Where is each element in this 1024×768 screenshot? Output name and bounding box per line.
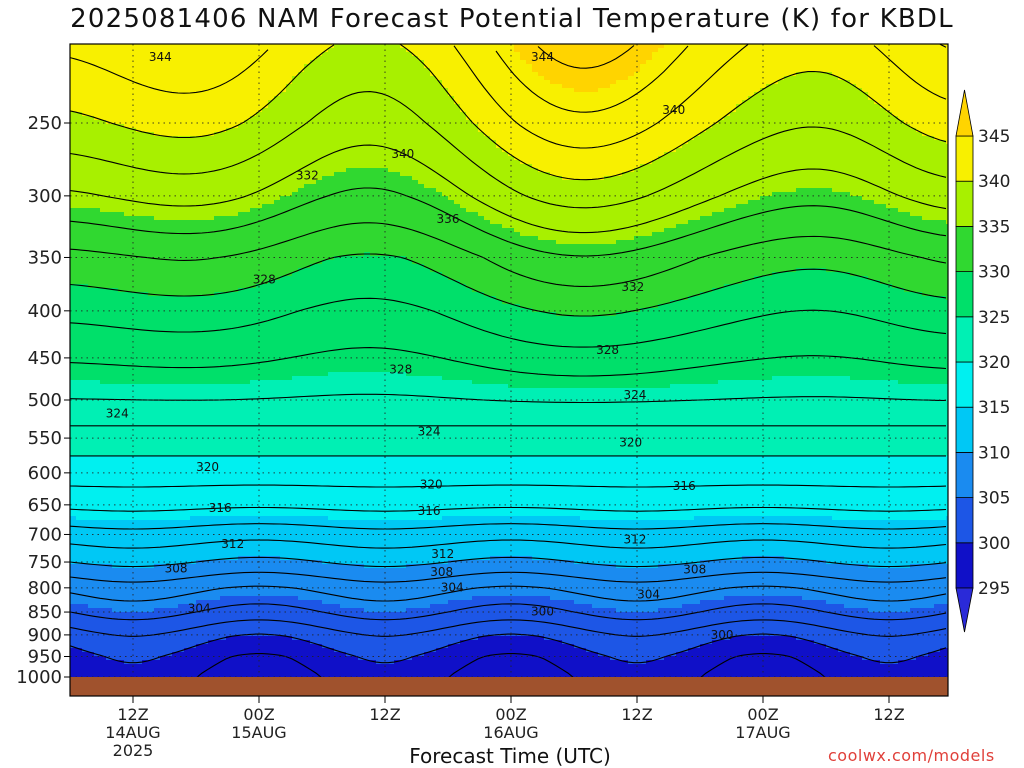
colorbar-max-arrow — [956, 90, 973, 136]
contour-label-308: 308 — [683, 562, 706, 576]
y-tick-label: 300 — [28, 186, 62, 207]
contour-label-312: 312 — [623, 533, 646, 547]
x-tick-label: 12Z — [117, 705, 148, 724]
colorbar-band — [956, 136, 973, 181]
contour-label-320: 320 — [420, 478, 443, 492]
x-axis-label: Forecast Time (UTC) — [320, 744, 700, 768]
colorbar-band — [956, 317, 973, 362]
contour-label-344: 344 — [531, 50, 554, 64]
colorbar-tick-label: 300 — [978, 534, 1010, 554]
x-tick-label: 14AUG — [105, 723, 160, 742]
colorbar-tick-label: 330 — [978, 263, 1010, 283]
contour-label-304: 304 — [637, 587, 660, 601]
colorbar-band — [956, 272, 973, 317]
colorbar-min-arrow — [956, 588, 973, 632]
colorbar-tick-label: 345 — [978, 127, 1010, 147]
colorbar-tick-label: 315 — [978, 398, 1010, 418]
x-tick-label: 00Z — [243, 705, 274, 724]
y-tick-label: 700 — [28, 524, 62, 545]
colorbar: 295 300 305 310 315 320 325 330 335 340 345 — [956, 90, 1010, 632]
y-axis-pressure: 2503003504004505005506006507007508008509… — [16, 113, 70, 688]
contour-label-324: 324 — [623, 388, 646, 402]
contour-label-308: 308 — [430, 565, 453, 579]
contour-label-304: 304 — [441, 580, 464, 594]
contour-label-300: 300 — [531, 605, 554, 619]
contour-label-336: 336 — [437, 212, 460, 226]
contour-label-332: 332 — [296, 168, 319, 182]
colorbar-band — [956, 498, 973, 543]
colorbar-tick-label: 310 — [978, 443, 1010, 463]
y-tick-label: 1000 — [16, 667, 62, 688]
colorbar-band — [956, 181, 973, 226]
contour-label-332: 332 — [621, 280, 644, 294]
filled-contour-bands — [70, 44, 953, 697]
contour-label-324: 324 — [106, 406, 129, 420]
x-tick-label: 2025 — [113, 741, 154, 760]
y-tick-label: 550 — [28, 428, 62, 449]
x-tick-label: 15AUG — [231, 723, 286, 742]
source-credit: coolwx.com/models — [828, 746, 995, 765]
contour-label-344: 344 — [149, 50, 172, 64]
colorbar-tick-label: 335 — [978, 217, 1010, 237]
contour-label-328: 328 — [389, 362, 412, 376]
contour-label-316: 316 — [418, 504, 441, 518]
contour-label-340: 340 — [391, 147, 414, 161]
contour-label-328: 328 — [253, 273, 276, 287]
y-tick-label: 750 — [28, 552, 62, 573]
colorbar-band — [956, 226, 973, 271]
colorbar-band — [956, 362, 973, 407]
colorbar-band — [956, 452, 973, 497]
y-tick-label: 400 — [28, 301, 62, 322]
y-tick-label: 250 — [28, 113, 62, 134]
x-tick-label: 12Z — [873, 705, 904, 724]
contour-label-324: 324 — [418, 424, 441, 438]
contour-label-320: 320 — [619, 435, 642, 449]
x-tick-label: 17AUG — [735, 723, 790, 742]
x-tick-label: 00Z — [747, 705, 778, 724]
contour-label-300: 300 — [711, 628, 734, 642]
y-tick-label: 500 — [28, 390, 62, 411]
colorbar-tick-label: 295 — [978, 579, 1010, 599]
ground-surface — [70, 677, 948, 696]
colorbar-band — [956, 407, 973, 452]
y-tick-label: 450 — [28, 348, 62, 369]
contour-label-316: 316 — [673, 479, 696, 493]
colorbar-band — [956, 543, 973, 588]
x-tick-label: 16AUG — [483, 723, 538, 742]
contour-label-312: 312 — [431, 547, 454, 561]
colorbar-tick-label: 340 — [978, 172, 1010, 192]
y-tick-label: 800 — [28, 578, 62, 599]
x-tick-label: 00Z — [495, 705, 526, 724]
contour-label-316: 316 — [209, 501, 232, 515]
y-tick-label: 600 — [28, 463, 62, 484]
y-tick-label: 350 — [28, 247, 62, 268]
contour-label-308: 308 — [165, 561, 188, 575]
colorbar-tick-label: 320 — [978, 353, 1010, 373]
plot-area: 344 344 340 340 336 332 332 328 328 328 324 324 324 3… — [70, 44, 953, 697]
y-tick-label: 900 — [28, 625, 62, 646]
contour-label-320: 320 — [196, 460, 219, 474]
contour-label-340: 340 — [662, 103, 685, 117]
colorbar-tick-label: 305 — [978, 489, 1010, 509]
x-tick-label: 12Z — [621, 705, 652, 724]
contour-label-312: 312 — [221, 537, 244, 551]
y-tick-label: 650 — [28, 495, 62, 516]
y-tick-label: 950 — [28, 647, 62, 668]
contour-label-304: 304 — [188, 601, 211, 615]
x-tick-label: 12Z — [369, 705, 400, 724]
y-tick-label: 850 — [28, 602, 62, 623]
colorbar-tick-label: 325 — [978, 308, 1010, 328]
contour-label-328: 328 — [596, 343, 619, 357]
